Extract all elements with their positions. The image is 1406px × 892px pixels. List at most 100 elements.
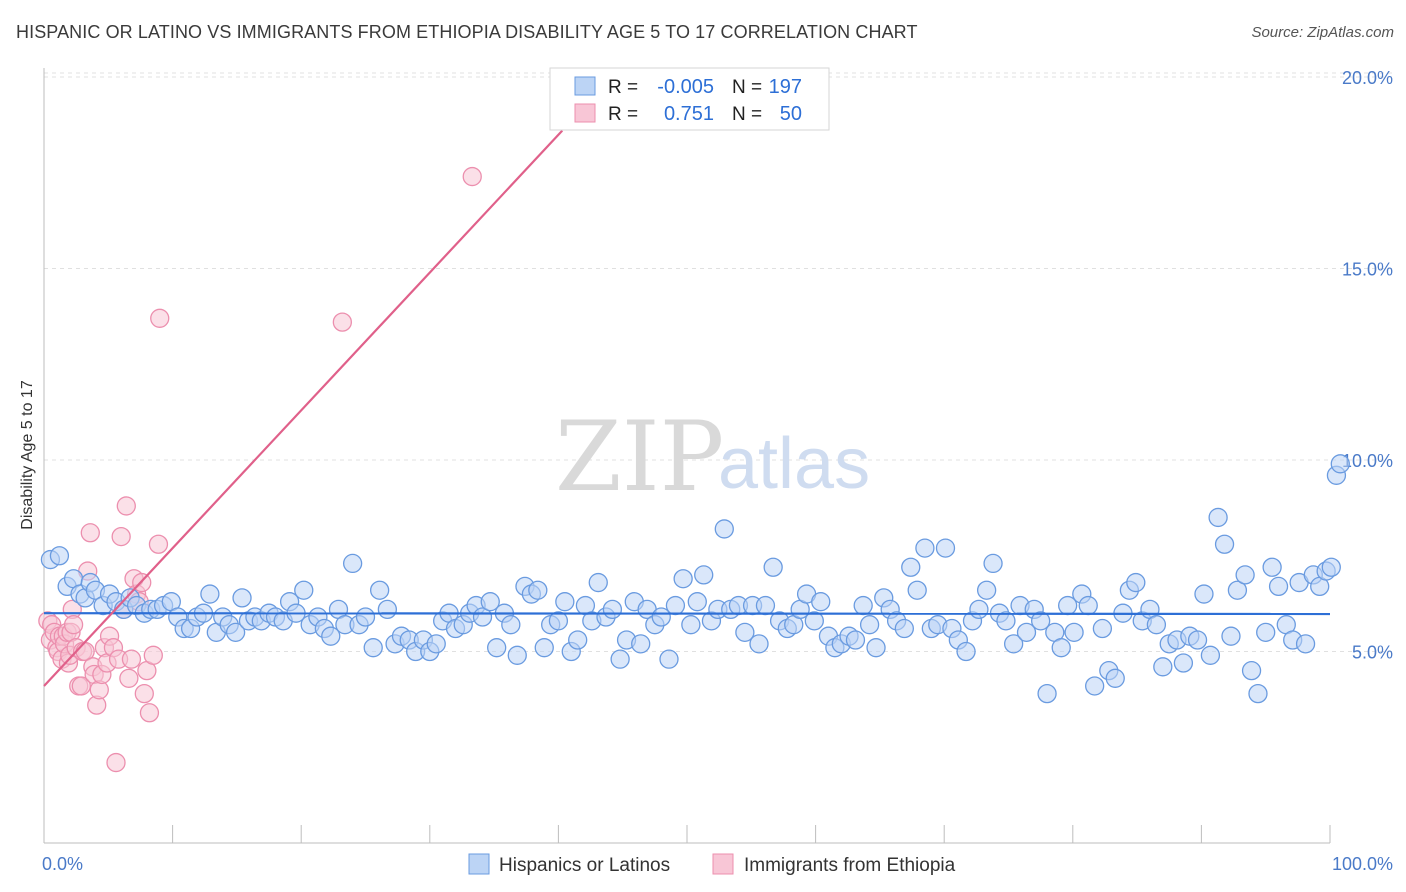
legend-n-label: N = (732, 104, 762, 125)
ethiopia-point-18 (71, 676, 91, 696)
hispanic-point-68 (501, 615, 521, 635)
hispanic-point-96 (694, 565, 714, 585)
hispanic-point-125 (894, 618, 914, 639)
legend-swatch-pink (574, 103, 596, 123)
y-tick-labels: 5.0% 10.0% 15.0% 20.0% (1342, 68, 1393, 663)
hispanic-point-173 (1221, 626, 1241, 646)
hispanic-point-104 (749, 634, 769, 654)
hispanic-point-137 (976, 580, 997, 600)
hispanic-point-72 (528, 580, 548, 600)
hispanic-point-140 (996, 611, 1016, 631)
hispanic-point-48 (363, 638, 383, 658)
ethiopia-point-49 (332, 312, 353, 332)
hispanic-point-172 (1214, 534, 1235, 554)
legend-n-value: 50 (780, 103, 802, 125)
trend-lines (43, 129, 1331, 687)
watermark: ZIP atlas (555, 401, 870, 513)
hispanic-point-66 (487, 638, 507, 658)
hispanic-point-73 (534, 638, 554, 658)
ethiopia-point-22 (80, 523, 100, 543)
hispanic-point-121 (866, 638, 886, 658)
hispanic-point-170 (1200, 645, 1221, 665)
ethiopia-point-34 (111, 526, 131, 547)
legend-r-value: 0.751 (664, 103, 714, 125)
hispanic-point-141 (1003, 634, 1024, 654)
hispanic-point-38 (294, 580, 314, 600)
legend-r-label: R = (608, 77, 638, 98)
ethiopia-point-43 (134, 683, 154, 704)
ethiopia-point-15 (63, 615, 84, 635)
hispanic-point-91 (659, 649, 679, 669)
hispanic-point-156 (1105, 668, 1125, 688)
trend-line-ethiopia (43, 129, 564, 687)
hispanic-point-94 (681, 615, 701, 635)
hispanic-point-113 (811, 592, 831, 612)
ethiopia-point-38 (121, 649, 142, 669)
legend-box (549, 67, 830, 131)
series-legend: Hispanics or Latinos Immigrants from Eth… (468, 853, 956, 876)
hispanic-point-136 (969, 599, 989, 620)
y-tick-label-0: 5.0% (1352, 643, 1393, 663)
ethiopia-point-48 (150, 308, 170, 328)
hispanic-point-177 (1248, 683, 1268, 704)
hispanic-point-171 (1208, 507, 1228, 528)
hispanic-point-65 (480, 592, 500, 612)
hispanic-point-145 (1031, 611, 1051, 631)
trend-line-hispanic (43, 612, 1331, 616)
y-axis-label: Disability Age 5 to 17 (19, 380, 36, 530)
hispanic-point-45 (342, 553, 363, 574)
hispanic-point-83 (602, 599, 623, 620)
hispanic-point-106 (763, 557, 783, 577)
hispanic-point-128 (915, 538, 935, 558)
hispanic-point-138 (983, 553, 1003, 574)
hispanic-point-174 (1227, 580, 1248, 600)
ethiopia-point-32 (106, 752, 126, 773)
hispanic-point-69 (507, 645, 527, 665)
bottom-legend-label-hispanic: Hispanics or Latinos (499, 855, 670, 876)
hispanic-point-84 (610, 649, 630, 669)
hispanic-point-120 (859, 615, 880, 635)
ethiopia-point-37 (119, 668, 139, 688)
watermark-atlas: atlas (718, 424, 870, 504)
legend-r-label: R = (608, 104, 638, 125)
legend-n-label: N = (732, 77, 762, 98)
hispanic-point-152 (1078, 595, 1098, 616)
bottom-legend-swatch-pink (712, 853, 734, 875)
hispanic-point-112 (804, 611, 824, 631)
legend-swatch-blue (574, 76, 596, 96)
hispanic-point-150 (1064, 622, 1084, 642)
legend-n-value: 197 (769, 76, 802, 98)
hispanic-point-184 (1295, 634, 1316, 654)
hispanic-point-154 (1092, 618, 1113, 639)
hispanic-point-178 (1256, 622, 1276, 642)
hispanic-point-57 (426, 634, 446, 654)
hispanic-point-99 (714, 519, 734, 539)
hispanic-point-49 (369, 580, 390, 600)
hispanic-point-28 (225, 622, 246, 642)
axes (43, 68, 1331, 844)
hispanic-point-153 (1085, 676, 1105, 696)
x-tick-label-1: 100.0% (1332, 854, 1393, 874)
hispanic-point-175 (1235, 565, 1255, 585)
ethiopia-point-46 (143, 645, 163, 665)
hispanic-point-47 (355, 607, 376, 627)
hispanic-point-78 (568, 630, 588, 650)
ethiopia-point-47 (148, 534, 169, 554)
hispanic-point-50 (377, 599, 398, 620)
hispanic-point-75 (548, 611, 569, 631)
hispanic-point-190 (1330, 454, 1350, 474)
watermark-zip: ZIP (555, 401, 724, 513)
hispanic-point-179 (1262, 557, 1282, 577)
hispanic-point-1 (49, 546, 70, 566)
hispanic-point-42 (321, 626, 341, 646)
hispanic-point-131 (935, 538, 956, 558)
bottom-legend-swatch-blue (468, 853, 490, 875)
hispanic-point-159 (1126, 572, 1146, 593)
legend-r-value: -0.005 (657, 76, 714, 98)
hispanic-point-126 (901, 557, 921, 577)
hispanic-point-162 (1146, 615, 1167, 635)
ethiopia-point-50 (462, 166, 482, 187)
hispanic-point-81 (588, 572, 608, 593)
hispanic-point-93 (673, 569, 693, 589)
hispanic-point-76 (555, 592, 575, 612)
